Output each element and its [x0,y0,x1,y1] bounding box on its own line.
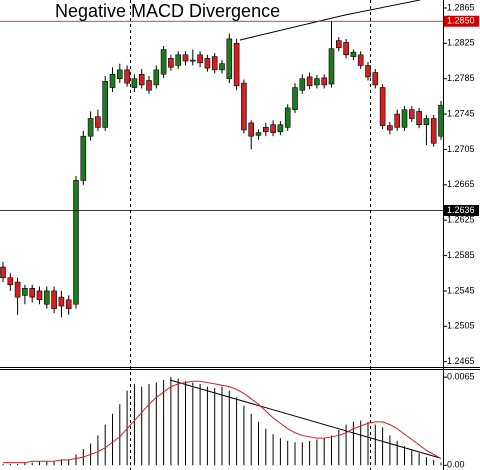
candle-body [255,132,262,136]
chart-title: Negative MACD Divergence [55,1,280,21]
y-tick-label: 1.2465 [447,356,475,366]
candle-body [95,116,101,128]
candle-body [138,73,145,86]
y-tick-label: 0.00 [447,460,465,470]
candle-body [408,109,415,119]
price-label-box [444,204,479,216]
candle-body [226,38,233,80]
candle-body [241,82,247,131]
candle-body [204,58,211,69]
candle-body [284,107,291,128]
candle-body [87,118,94,137]
candle-body [102,81,108,128]
candle-body [321,77,328,86]
candle-body [277,124,284,133]
candle-body [36,290,43,301]
candle-body [43,290,50,305]
candle-body [58,296,65,307]
y-tick-label: 1.2545 [447,285,475,295]
candle-body [80,135,87,181]
candle-body [314,78,320,86]
y-tick-label: 1.2865 [447,2,475,12]
candle-body [262,127,269,133]
candle-body [372,72,379,86]
y-tick-label: 1.2505 [447,321,475,331]
candle-body [430,118,437,144]
candle-body [197,54,203,64]
divergence-line [239,0,421,41]
candle-body [350,51,357,57]
candle-body [146,80,152,91]
candle-body [65,299,72,309]
candle-body [394,113,401,128]
candle-body [160,49,167,75]
candle-body [73,180,79,305]
candle-body [7,277,14,286]
signal-line [3,380,442,464]
candle-body [233,43,240,87]
candle-body [117,69,123,80]
candle-body [335,40,342,49]
y-tick-label: 1.2585 [447,250,475,260]
candle-body [387,125,393,131]
candle-body [175,54,181,66]
candle-body [219,63,225,71]
candle-body [153,69,160,86]
candle-body [292,87,298,110]
candle-body [270,124,276,133]
candle-body [416,111,422,125]
candle-body [357,54,364,66]
candle-body [379,87,386,126]
candle-body [401,109,408,128]
price-label: 1.2636 [447,205,475,215]
y-tick-label: 0.0065 [447,372,475,382]
candle-body [14,281,21,298]
candle-body [328,48,335,85]
candle-body [124,69,130,84]
candle-body [182,54,189,62]
y-tick-label: 1.2665 [447,179,475,189]
candle-body [109,73,116,88]
candle-body [22,287,28,296]
candle-body [306,76,313,87]
candle-body [131,78,138,88]
candle-body [438,104,444,137]
candle-body [365,65,371,78]
candle-body [29,287,36,298]
price-label-box [444,15,479,27]
candle-body [211,56,218,71]
price-label: 1.2850 [447,16,475,26]
candle-body [190,59,196,62]
y-tick-label: 1.2785 [447,73,475,83]
y-tick-label: 1.2825 [447,38,475,48]
candle-body [343,42,349,56]
candle-body [248,122,254,137]
y-tick-label: 1.2625 [447,215,475,225]
candle-body [0,266,6,278]
y-tick-label: 1.2705 [447,144,475,154]
candle-body [423,118,430,125]
candle-body [299,78,306,91]
y-tick-label: 1.2745 [447,108,475,118]
candle-body [168,58,174,68]
candle-body [51,290,57,309]
